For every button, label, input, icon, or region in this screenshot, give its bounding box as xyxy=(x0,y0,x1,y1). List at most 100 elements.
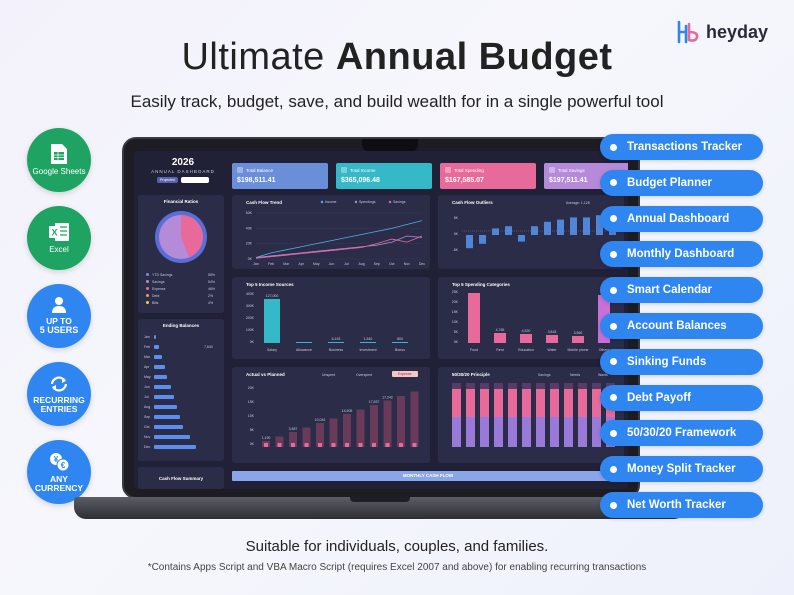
principle-chart xyxy=(452,383,615,447)
feature-pill: Net Worth Tracker xyxy=(600,492,763,518)
spending-bar xyxy=(494,333,506,343)
feature-label: Account Balances xyxy=(627,320,727,332)
google-sheets-label: Google Sheets xyxy=(32,167,86,177)
x-tick-label: Aug xyxy=(359,262,365,266)
ratio-dot xyxy=(146,287,149,290)
feature-label: Budget Planner xyxy=(627,176,712,189)
y-tick-label: 60K xyxy=(246,211,253,215)
financial-ratios-panel: Financial Ratios YTD Savings 55% Savings 54… xyxy=(138,195,224,313)
ending-balances-panel: Ending Balances Jan Feb 7,840 Mar Apr May Jun J… xyxy=(138,319,224,461)
camera-notch xyxy=(362,139,418,151)
feature-pill: Money Split Tracker xyxy=(600,456,763,483)
balance-bar xyxy=(154,405,178,409)
actual-bar xyxy=(264,443,268,447)
outlier-bar xyxy=(570,217,577,235)
projected-pill[interactable]: Projected xyxy=(157,177,178,183)
y-tick-label: 20K xyxy=(248,386,255,390)
bullet-dot-icon xyxy=(610,501,617,509)
actual-bar xyxy=(372,443,376,447)
spending-category-label: Rent xyxy=(496,348,503,352)
summary-card: Total Income $365,096.48 xyxy=(336,163,432,189)
y-tick-label: 0K xyxy=(454,340,459,344)
principle-panel: 50/30/20 Principle Savings Needs Wants xyxy=(438,367,624,463)
outlier-bar xyxy=(557,219,564,235)
users-badge: UP TO 5 USERS xyxy=(27,284,91,348)
avp-value: 3,587 xyxy=(289,427,298,431)
balance-bar xyxy=(154,365,165,369)
cash-flow-outliers-panel: Cash Flow Outliers Average: 1,128 5K 0K -5… xyxy=(438,195,624,269)
income-category-label: Salary xyxy=(267,348,277,352)
income-category-label: Business xyxy=(329,348,343,352)
y-tick-label: 0K xyxy=(250,442,255,446)
principle-title: 50/30/20 Principle xyxy=(452,372,490,377)
balance-bar xyxy=(154,395,175,399)
feature-pill: Monthly Dashboard xyxy=(600,241,763,268)
laptop-base xyxy=(74,497,686,519)
y-tick-label: 200K xyxy=(246,316,255,320)
expense-dropdown[interactable]: Expense xyxy=(392,371,418,377)
planned-bar xyxy=(329,418,338,447)
bullet-dot-icon xyxy=(610,322,617,330)
tagline: Suitable for individuals, couples, and f… xyxy=(245,538,549,555)
dashboard-year: 2026 xyxy=(171,157,195,168)
x-tick-label: May xyxy=(313,262,320,266)
recurring-line1: RECURRING xyxy=(33,394,85,405)
spending-bar xyxy=(520,334,532,343)
feature-label: Net Worth Tracker xyxy=(627,499,726,511)
filter-pill[interactable] xyxy=(180,177,209,183)
actual-bar xyxy=(399,443,403,447)
planned-bar xyxy=(275,436,284,447)
planned-bar xyxy=(397,396,405,447)
balance-bar xyxy=(154,425,184,429)
actual-bar xyxy=(345,443,349,447)
income-bar xyxy=(296,342,312,343)
wants-segment xyxy=(564,383,573,389)
legend-label: Income xyxy=(325,200,337,204)
outlier-bar xyxy=(505,226,512,235)
heyday-logo-icon xyxy=(677,20,699,44)
ratio-label: Debt xyxy=(152,293,160,298)
card-icon xyxy=(549,167,555,173)
y-tick-label: 20K xyxy=(452,300,459,304)
ratio-label: YTD Savings xyxy=(152,272,173,277)
needs-segment xyxy=(550,383,559,417)
planned-bar xyxy=(316,423,324,447)
month-label: Aug xyxy=(144,405,151,409)
x-tick-label: Feb xyxy=(268,262,274,266)
laptop-base-notch xyxy=(350,497,410,502)
brand-logo: heyday xyxy=(676,20,768,44)
feature-label: Monthly Dashboard xyxy=(627,248,735,261)
needs-segment xyxy=(494,383,503,417)
wants-segment xyxy=(522,383,531,389)
bullet-dot-icon xyxy=(610,465,617,473)
balance-bar xyxy=(154,435,190,439)
wants-segment xyxy=(550,383,559,389)
actual-vs-planned-chart: 20K 15K 10K 5K 0K 1,190 3,587 10,044 14,505 17,53… xyxy=(248,386,419,447)
actual-bar xyxy=(277,443,282,447)
ratio-value: 4% xyxy=(208,300,214,305)
spending-category-label: Education xyxy=(518,348,534,352)
needs-segment xyxy=(536,383,545,417)
balance-bar xyxy=(154,415,181,419)
y-tick-label: 10K xyxy=(452,320,459,324)
ratio-dot xyxy=(146,294,149,297)
planned-bar xyxy=(410,391,419,447)
avp-value: 17,242 xyxy=(382,396,393,400)
outlier-bar xyxy=(544,221,551,235)
cash-flow-trend-panel: Cash Flow Trend 60K 40K 20K 0K Jan Feb Mar Apr M… xyxy=(232,195,430,269)
month-label: Nov xyxy=(144,435,151,439)
wants-segment xyxy=(578,383,587,389)
feature-label: Debt Payoff xyxy=(627,391,691,404)
bullet-dot-icon xyxy=(610,429,617,437)
income-bar xyxy=(360,342,376,343)
wants-segment xyxy=(452,383,461,389)
y-tick-label: -5K xyxy=(453,248,459,252)
ratio-label: Savings xyxy=(152,279,165,284)
feature-pill: Sinking Funds xyxy=(600,348,763,375)
avp-value: 17,537 xyxy=(369,400,380,404)
actual-bar xyxy=(304,443,309,447)
legend-dot xyxy=(388,200,392,204)
needs-segment xyxy=(578,383,587,417)
feature-label: Smart Calendar xyxy=(627,284,713,297)
card-label: Total Savings xyxy=(558,168,585,173)
